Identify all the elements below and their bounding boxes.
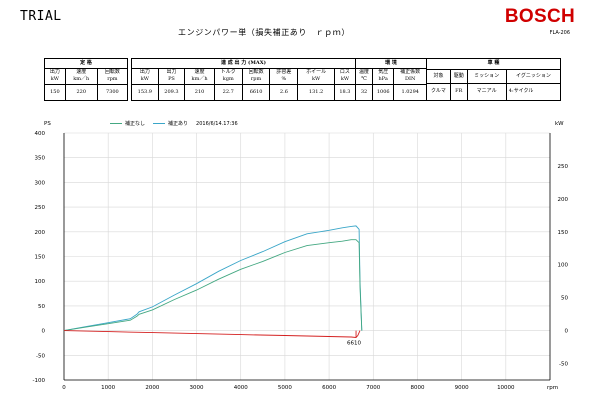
legend-corrected: 補正あり	[153, 120, 188, 127]
y-tick-label-left: -100	[33, 378, 46, 384]
rated-header-cell: 回転数 rpm	[96, 67, 129, 85]
y-tick-label-right: 0	[565, 329, 569, 335]
x-tick-label: 5000	[278, 385, 292, 391]
y-tick-label-left: -50	[36, 353, 45, 359]
model-code: FLA-206	[549, 30, 570, 36]
legend-uncorrected: 補正なし	[110, 120, 145, 127]
x-tick-label: 6000	[322, 385, 336, 391]
rated-value-cell: 220	[64, 83, 98, 102]
rated-spec-table: 定 格 出力 kW 速度 km／h 回転数 rpm 150 220 7300	[44, 58, 129, 102]
brand-logo: BOSCH	[504, 6, 575, 27]
output-table: 達 成 出 力 (MAX) 出力 kW 出力 PS 速度 km／h トルク kgm 回転…	[131, 58, 357, 102]
output-value-cell: 153.9	[131, 83, 159, 102]
output-value-cell: 22.7	[213, 83, 243, 102]
y-tick-label-left: 50	[38, 304, 45, 310]
y-tick-label-right: 250	[558, 164, 569, 170]
y-tick-label-right: -50	[559, 362, 568, 368]
trial-label: TRIAL	[20, 9, 62, 24]
y-tick-label-left: 400	[35, 131, 46, 137]
y-tick-label-left: 350	[35, 156, 46, 162]
x-tick-label: 4000	[234, 385, 248, 391]
chart-legend: 補正なし 補正あり 2016/6/14.17:36	[110, 120, 238, 127]
legend-label-corrected: 補正あり	[168, 121, 189, 127]
vehicle-table: 車 種 対象 駆動 ミッション イグニッション クルマ FR マニアル 4:サイ…	[426, 58, 562, 101]
vehicle-value-cell: FR	[449, 82, 468, 101]
x-tick-label: 1000	[101, 385, 115, 391]
y-tick-label-left: 200	[35, 230, 46, 236]
y-axis-label-right: kW	[555, 121, 564, 127]
y-tick-label-left: 300	[35, 180, 46, 186]
vehicle-value-cell: 4:サイクル	[505, 82, 562, 101]
x-tick-label: 7000	[366, 385, 380, 391]
environment-value-cell: 1006	[372, 83, 395, 102]
legend-timestamp: 2016/6/14.17:36	[196, 120, 238, 127]
vehicle-header-cell: ミッション	[466, 68, 507, 84]
y-tick-label-left: 0	[42, 329, 46, 335]
series-line-loss	[63, 330, 361, 338]
x-tick-label: 10000	[497, 385, 515, 391]
vehicle-header-cell: 対象	[426, 68, 451, 84]
y-tick-label-left: 150	[35, 255, 46, 261]
x-tick-label: 8000	[410, 385, 424, 391]
legend-swatch-uncorrected	[110, 123, 122, 124]
environment-header-cell: 気圧 hPa	[372, 67, 395, 85]
x-tick-label: 0	[62, 385, 66, 391]
y-axis-label-left: PS	[44, 121, 51, 127]
x-tick-label: 3000	[190, 385, 204, 391]
y-tick-label-right: 50	[561, 296, 568, 302]
legend-label-uncorrected: 補正なし	[125, 121, 146, 127]
vehicle-header-cell: イグニッション	[505, 68, 562, 84]
series-line-uncorrected	[63, 239, 363, 332]
output-value-cell: 131.2	[297, 83, 335, 102]
legend-swatch-corrected	[153, 123, 166, 124]
output-value-cell: 18.3	[333, 83, 357, 102]
vehicle-value-cell: クルマ	[426, 82, 451, 101]
x-tick-label: 9000	[455, 385, 469, 391]
vehicle-value-cell: マニアル	[466, 82, 507, 101]
report-title: エンジンパワー単（損失補正あり ｒｐｍ）	[178, 28, 350, 37]
x-tick-label: 2000	[145, 385, 159, 391]
series-line-corrected	[63, 225, 363, 332]
y-tick-label-right: 200	[558, 197, 569, 203]
y-tick-label-left: 100	[35, 279, 46, 285]
output-value-cell: 209.3	[157, 83, 186, 102]
x-axis-label: rpm	[547, 385, 558, 391]
output-value-cell: 2.6	[269, 83, 299, 102]
y-tick-label-right: 150	[558, 230, 569, 236]
peak-rpm-annotation: 6610	[347, 341, 361, 347]
environment-value-cell: 1.0294	[393, 83, 427, 102]
y-tick-label-left: 250	[35, 205, 46, 211]
rated-value-cell: 7300	[96, 83, 129, 102]
y-tick-label-right: 100	[558, 263, 569, 269]
